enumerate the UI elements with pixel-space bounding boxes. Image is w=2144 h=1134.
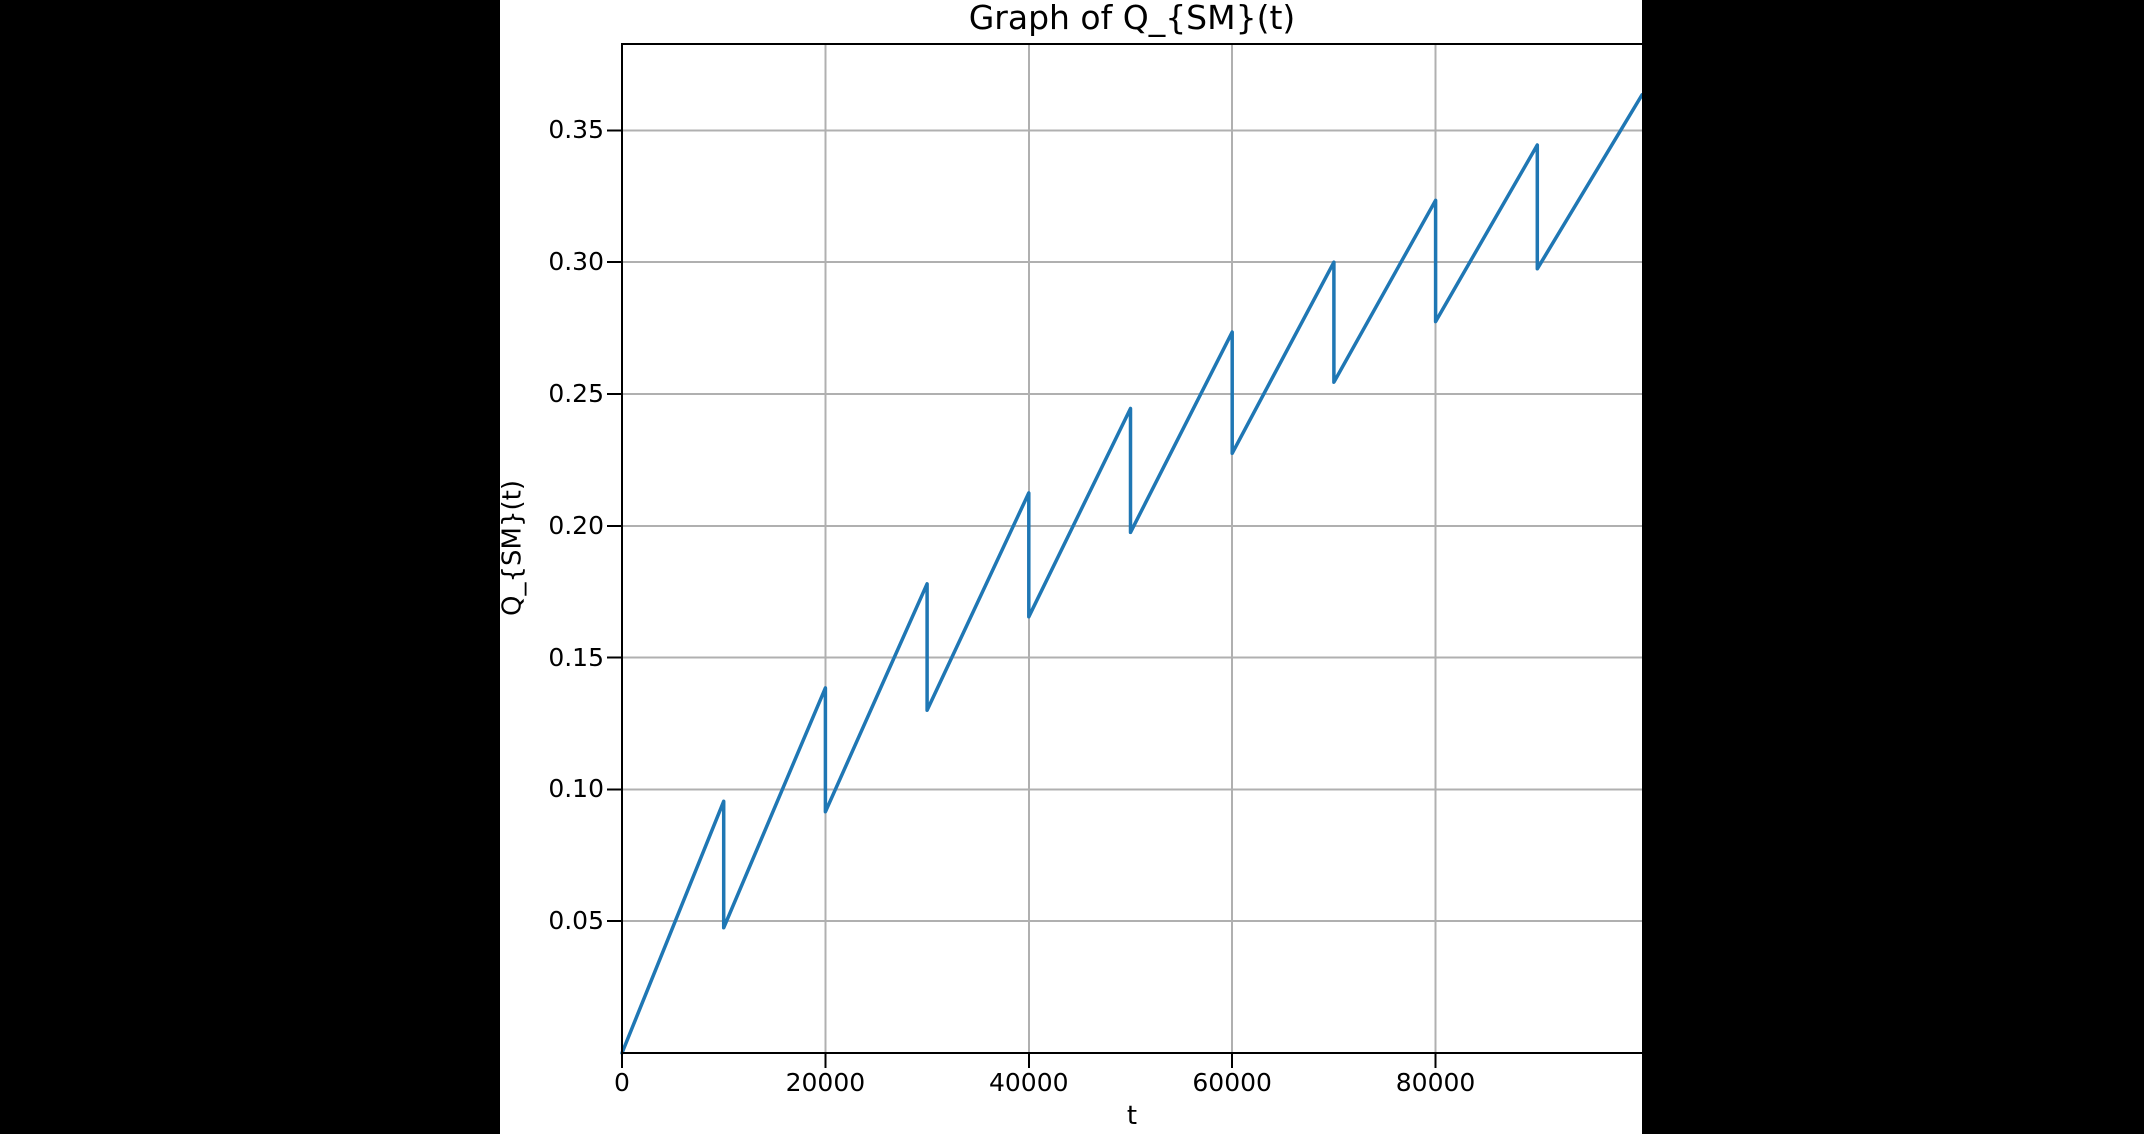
y-tick-label: 0.35 — [548, 115, 604, 145]
chart-title: Graph of Q_{SM}(t) — [968, 0, 1296, 37]
x-tick-label: 0 — [614, 1068, 630, 1097]
x-tick-label: 60000 — [1192, 1068, 1272, 1097]
y-tick-label: 0.30 — [548, 247, 604, 277]
tick-marks — [607, 129, 1437, 1068]
y-axis-label: Q_{SM}(t) — [500, 480, 528, 616]
matplotlib-figure: Graph of Q_{SM}(t) t Q_{SM}(t) 0.05 0.10 0… — [500, 0, 1642, 1134]
axes-spines — [621, 43, 1642, 1054]
y-tick-label: 0.15 — [548, 642, 604, 672]
x-tick-label: 40000 — [989, 1068, 1069, 1097]
series-line — [620, 93, 1642, 1055]
y-tick-label: 0.05 — [548, 906, 604, 936]
x-axis-label: t — [1126, 1101, 1138, 1131]
plot-area — [607, 43, 1642, 1068]
y-tick-label: 0.25 — [548, 379, 604, 409]
x-tick-label: 80000 — [1395, 1068, 1476, 1097]
y-tick-label: 0.10 — [548, 774, 604, 804]
y-tick-label: 0.20 — [548, 510, 604, 540]
x-tick-label: 20000 — [785, 1068, 866, 1097]
gridlines — [622, 44, 1642, 1053]
data-series — [620, 93, 1642, 1055]
